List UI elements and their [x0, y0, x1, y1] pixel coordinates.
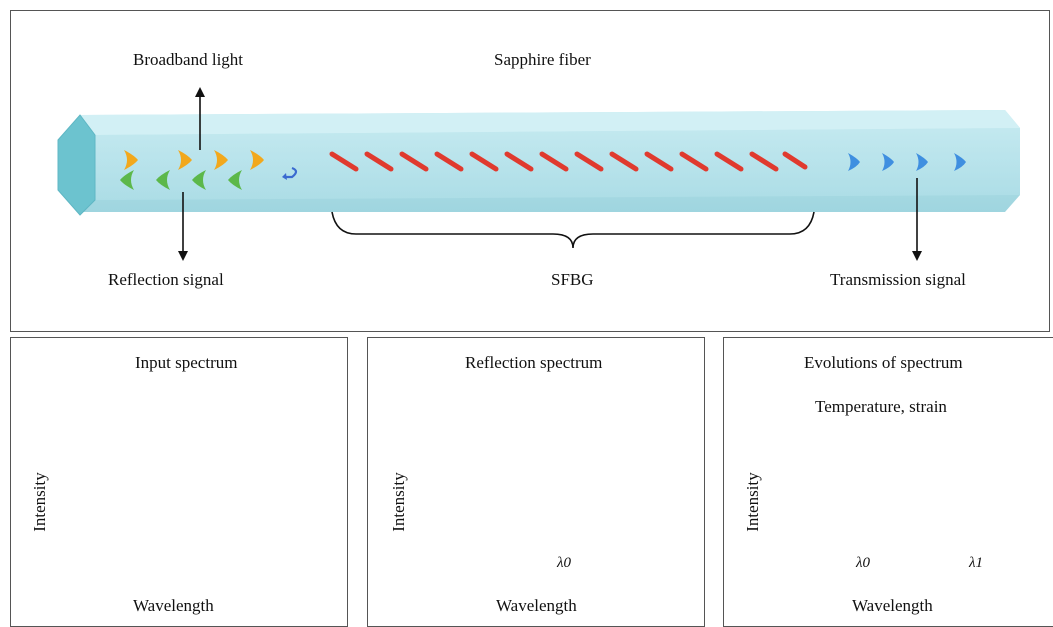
input-spectrum-xlabel: Wavelength: [133, 596, 214, 615]
input-spectrum-ylabel: Intensity: [30, 472, 49, 532]
evolution-spectrum-xlabel: Wavelength: [852, 596, 933, 615]
sapphire-fiber-label: Sapphire fiber: [494, 50, 591, 69]
transmission-signal-label: Transmission signal: [830, 270, 966, 289]
transmission-chevrons: [848, 153, 966, 171]
reflection-spectrum-title: Reflection spectrum: [465, 353, 603, 372]
incident-light-chevrons: [124, 150, 264, 170]
temperature-strain-label: Temperature, strain: [815, 397, 947, 416]
reflection-spectrum-xlabel: Wavelength: [496, 596, 577, 615]
reflection-signal-label: Reflection signal: [108, 270, 224, 289]
lambda0-evolution-label: λ0: [856, 555, 870, 571]
lambda1-evolution-label: λ1: [969, 555, 983, 571]
sfbg-label: SFBG: [551, 270, 594, 289]
evolution-spectrum-title: Evolutions of spectrum: [804, 353, 963, 372]
evolution-spectrum-panel: [723, 337, 1053, 627]
sapphire-fiber: [57, 110, 1020, 216]
lambda0-label: λ0: [557, 555, 571, 571]
broadband-light-label: Broadband light: [133, 50, 244, 69]
return-arrow-icon: [286, 166, 298, 179]
input-spectrum-title: Input spectrum: [135, 353, 238, 372]
reflection-spectrum-panel: [367, 337, 705, 627]
sfbg-brace: [331, 211, 815, 249]
reflection-spectrum-ylabel: Intensity: [389, 472, 408, 532]
grating-strokes: [329, 151, 808, 172]
evolution-spectrum-ylabel: Intensity: [743, 472, 762, 532]
reflected-light-chevrons: [120, 170, 242, 190]
input-spectrum-panel: [10, 337, 348, 627]
